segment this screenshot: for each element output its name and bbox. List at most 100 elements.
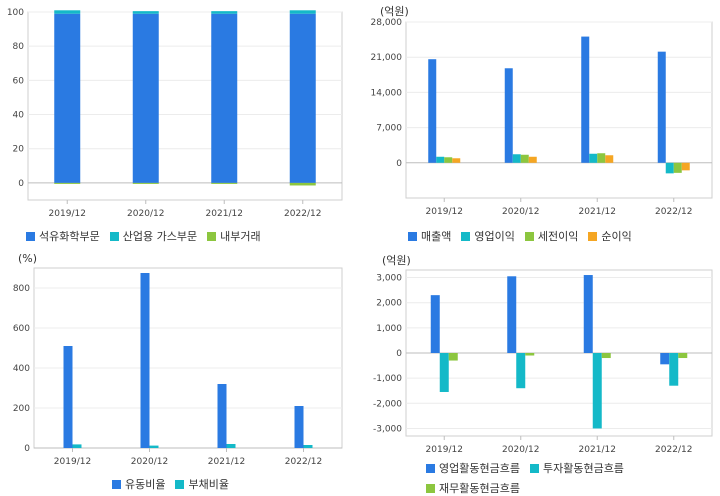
y-tick-label: 0 (396, 159, 402, 169)
legend-swatch (112, 479, 121, 489)
bar (289, 182, 316, 186)
y-tick-label: 20 (13, 145, 25, 155)
legend-swatch (426, 483, 435, 493)
legend-swatch (524, 231, 534, 241)
x-tick-label: 2022/12 (655, 445, 692, 455)
legend-label: 매출액 (421, 230, 452, 243)
bar (525, 353, 535, 356)
bar (669, 353, 679, 386)
bar (54, 10, 81, 14)
legend-label: 영업이익 (474, 230, 515, 243)
y-tick-label: 7,000 (376, 124, 402, 134)
y-tick-label: 0 (18, 179, 24, 189)
legend-label: 순이익 (601, 230, 632, 243)
bar (289, 10, 316, 14)
x-tick-label: 2022/12 (285, 457, 322, 467)
bar (660, 353, 670, 365)
legend-swatch (207, 231, 217, 241)
bar (289, 13, 316, 183)
bar (601, 353, 611, 359)
y-tick-label: 28,000 (371, 18, 403, 28)
x-tick-label: 2019/12 (54, 457, 91, 467)
bar (583, 275, 593, 353)
legend-label: 부채비율 (188, 478, 229, 491)
bar (504, 68, 513, 163)
legend-item: 순이익 (588, 228, 632, 244)
chart-panel-cashflow: (억원) -3,000 -2,000 -1,000 0 1,000 2,000 3,000 2… (360, 248, 720, 496)
y-tick-label: 0 (24, 444, 30, 454)
bar (54, 182, 81, 184)
bar (294, 406, 304, 448)
bar (520, 154, 529, 163)
bar (439, 353, 449, 392)
bar (452, 158, 461, 163)
legend-swatch (529, 463, 539, 473)
legend-label: 영업활동현금흐름 (439, 462, 520, 475)
chart-panel-income: (억원) 0 7,000 14,000 21,000 28,000 2019/12 2020… (360, 0, 720, 248)
legend-item: 유동비율 (112, 476, 165, 492)
bar (211, 11, 238, 14)
y-tick-label: 40 (13, 111, 25, 121)
y-tick-label: 800 (13, 284, 30, 294)
x-tick-label: 2022/12 (655, 207, 692, 217)
bar (597, 153, 606, 163)
bar (72, 444, 82, 448)
legend-label: 산업용 가스부문 (122, 230, 198, 243)
y-tick-label: -2,000 (373, 399, 402, 409)
x-tick-label: 2020/12 (502, 207, 539, 217)
legend-item: 부채비율 (175, 476, 229, 492)
legend-swatch (109, 231, 119, 241)
bar (507, 276, 517, 353)
bar (678, 353, 688, 359)
legend-label: 재무활동현금흐름 (439, 482, 520, 495)
bar (132, 182, 159, 184)
x-tick-label: 2021/12 (579, 207, 616, 217)
y-tick-label: 100 (7, 8, 24, 18)
y-tick-label: 60 (13, 76, 25, 86)
y-tick-label: -1,000 (373, 374, 402, 384)
y-tick-label: 200 (13, 404, 30, 414)
x-tick-label: 2019/12 (426, 445, 463, 455)
x-tick-label: 2020/12 (131, 457, 168, 467)
legend-item: 내부거래 (207, 228, 261, 244)
legend-label: 유동비율 (125, 478, 166, 491)
bar (211, 13, 238, 183)
bar (448, 353, 458, 361)
legend-business-segments: 석유화학부문 산업용 가스부문 내부거래 (26, 228, 356, 244)
bar (436, 156, 445, 163)
bar (528, 156, 537, 163)
bar (605, 155, 614, 163)
bar (54, 13, 81, 183)
legend-item: 재무활동현금흐름 (426, 480, 520, 496)
y-tick-label: 14,000 (371, 88, 403, 98)
bar (132, 11, 159, 14)
x-tick-label: 2019/12 (426, 207, 463, 217)
unit-label-ratios: (%) (18, 252, 38, 265)
chart-business-segments: 0 20 40 60 80 100 2019/12 2020/12 2021/12 2022/12 (7, 8, 343, 219)
legend-item: 영업활동현금흐름 (426, 460, 520, 476)
x-tick-label: 2021/12 (206, 209, 243, 219)
bar (657, 51, 666, 163)
legend-swatch (175, 479, 185, 489)
x-tick-label: 2021/12 (579, 445, 616, 455)
bar (581, 36, 590, 163)
chart-panel-business-segments: 0 20 40 60 80 100 2019/12 2020/12 2021/12 2022/12… (0, 0, 360, 248)
legend-swatch (426, 463, 435, 473)
bar (63, 346, 73, 448)
x-tick-label: 2020/12 (502, 445, 539, 455)
legend-item: 석유화학부문 (26, 228, 100, 244)
bar (428, 59, 437, 163)
legend-label: 석유화학부문 (39, 230, 100, 243)
legend-swatch (408, 231, 417, 241)
legend-cashflow: 영업활동현금흐름 투자활동현금흐름 재무활동현금흐름 (426, 460, 716, 496)
bar (211, 182, 238, 184)
y-tick-label: 21,000 (371, 53, 403, 63)
legend-label: 세전이익 (537, 230, 579, 243)
bar (140, 273, 150, 448)
legend-ratios: 유동비율 부채비율 (112, 476, 352, 492)
y-tick-label: 400 (13, 364, 30, 374)
y-tick-label: 80 (13, 42, 25, 52)
x-tick-label: 2020/12 (127, 209, 164, 219)
unit-label-cashflow: (억원) (382, 254, 411, 267)
y-tick-label: 3,000 (376, 274, 402, 284)
